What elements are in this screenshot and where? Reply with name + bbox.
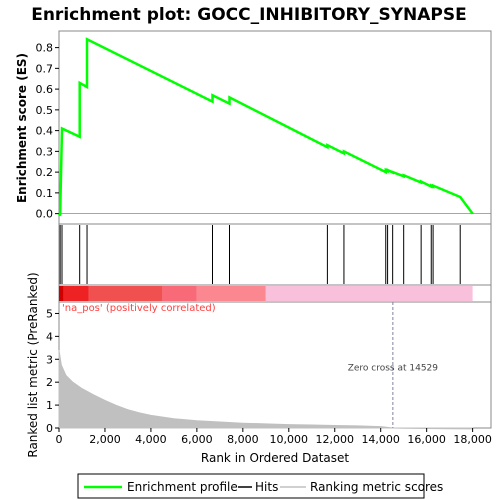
legend-label-hits: Hits [255, 480, 278, 494]
es-y-tick-label: 0.4 [36, 125, 54, 138]
metric-y-tick-label: 1 [46, 399, 53, 412]
x-axis-label: Rank in Ordered Dataset [201, 451, 349, 465]
legend: Enrichment profile Hits Ranking metric s… [77, 473, 443, 499]
es-y-tick-label: 0.0 [36, 208, 54, 221]
es-y-axis: 0.0 0.1 0.2 0.3 0.4 0.5 0.6 0.7 0.8 [36, 42, 59, 221]
metric-y-axis-label: Ranked list metric (PreRanked) [26, 272, 40, 457]
legend-frame [77, 473, 425, 499]
color-bar-segment [162, 286, 197, 301]
es-panel-frame [58, 30, 492, 225]
legend-label-metric: Ranking metric scores [310, 480, 443, 494]
metric-panel: Zero cross at 14529 'na_pos' (positively… [26, 272, 492, 458]
es-panel: 0.0 0.1 0.2 0.3 0.4 0.5 0.6 0.7 0.8 Enrichment s… [15, 30, 492, 225]
color-bar-segment [63, 286, 89, 301]
color-bar-segment [196, 286, 266, 301]
es-y-tick-label: 0.8 [36, 42, 54, 55]
ranking-metric-area [58, 350, 474, 430]
metric-y-tick-label: 3 [46, 353, 53, 366]
es-y-tick-label: 0.5 [36, 104, 54, 117]
hits-marks [59, 225, 461, 284]
es-y-axis-label: Enrichment score (ES) [15, 53, 29, 203]
x-tick-label: 0 [56, 433, 63, 446]
x-tick-label: 6,000 [181, 433, 213, 446]
chart-title: Enrichment plot: GOCC_INHIBITORY_SYNAPSE [31, 5, 467, 25]
x-tick-label: 14,000 [361, 433, 400, 446]
metric-y-tick-label: 4 [46, 330, 53, 343]
colorbar-panel [58, 284, 492, 303]
x-tick-label: 4,000 [135, 433, 167, 446]
zero-cross-label: Zero cross at 14529 [348, 364, 439, 374]
x-tick-label: 2,000 [89, 433, 121, 446]
color-bar-segment [88, 286, 163, 301]
es-y-tick-label: 0.3 [36, 145, 54, 158]
es-y-tick-label: 0.6 [36, 83, 54, 96]
es-y-tick-label: 0.7 [36, 62, 54, 75]
metric-y-axis: 0 1 2 3 4 5 [46, 307, 59, 435]
color-bar-segment [59, 286, 64, 301]
legend-label-enrichment: Enrichment profile [127, 480, 238, 494]
metric-y-tick-label: 0 [46, 422, 53, 435]
ranking-color-bar [59, 286, 473, 301]
x-tick-label: 16,000 [407, 433, 446, 446]
positive-correlation-label: 'na_pos' (positively correlated) [62, 303, 216, 314]
hits-panel-frame [58, 223, 492, 286]
metric-panel-frame [58, 301, 492, 429]
es-y-tick-label: 0.2 [36, 166, 54, 179]
x-tick-label: 8,000 [227, 433, 259, 446]
color-bar-segment [265, 286, 473, 301]
hits-panel [58, 223, 492, 286]
x-axis: 0 2,000 4,000 6,000 8,000 10,000 12,000 14,000 1… [56, 428, 492, 446]
enrichment-profile-line [57, 37, 474, 217]
metric-y-tick-label: 2 [46, 376, 53, 389]
es-y-tick-label: 0.1 [36, 187, 54, 200]
metric-y-tick-label: 5 [46, 307, 53, 320]
x-tick-label: 12,000 [315, 433, 354, 446]
x-tick-label: 10,000 [270, 433, 309, 446]
x-tick-label: 18,000 [453, 433, 492, 446]
